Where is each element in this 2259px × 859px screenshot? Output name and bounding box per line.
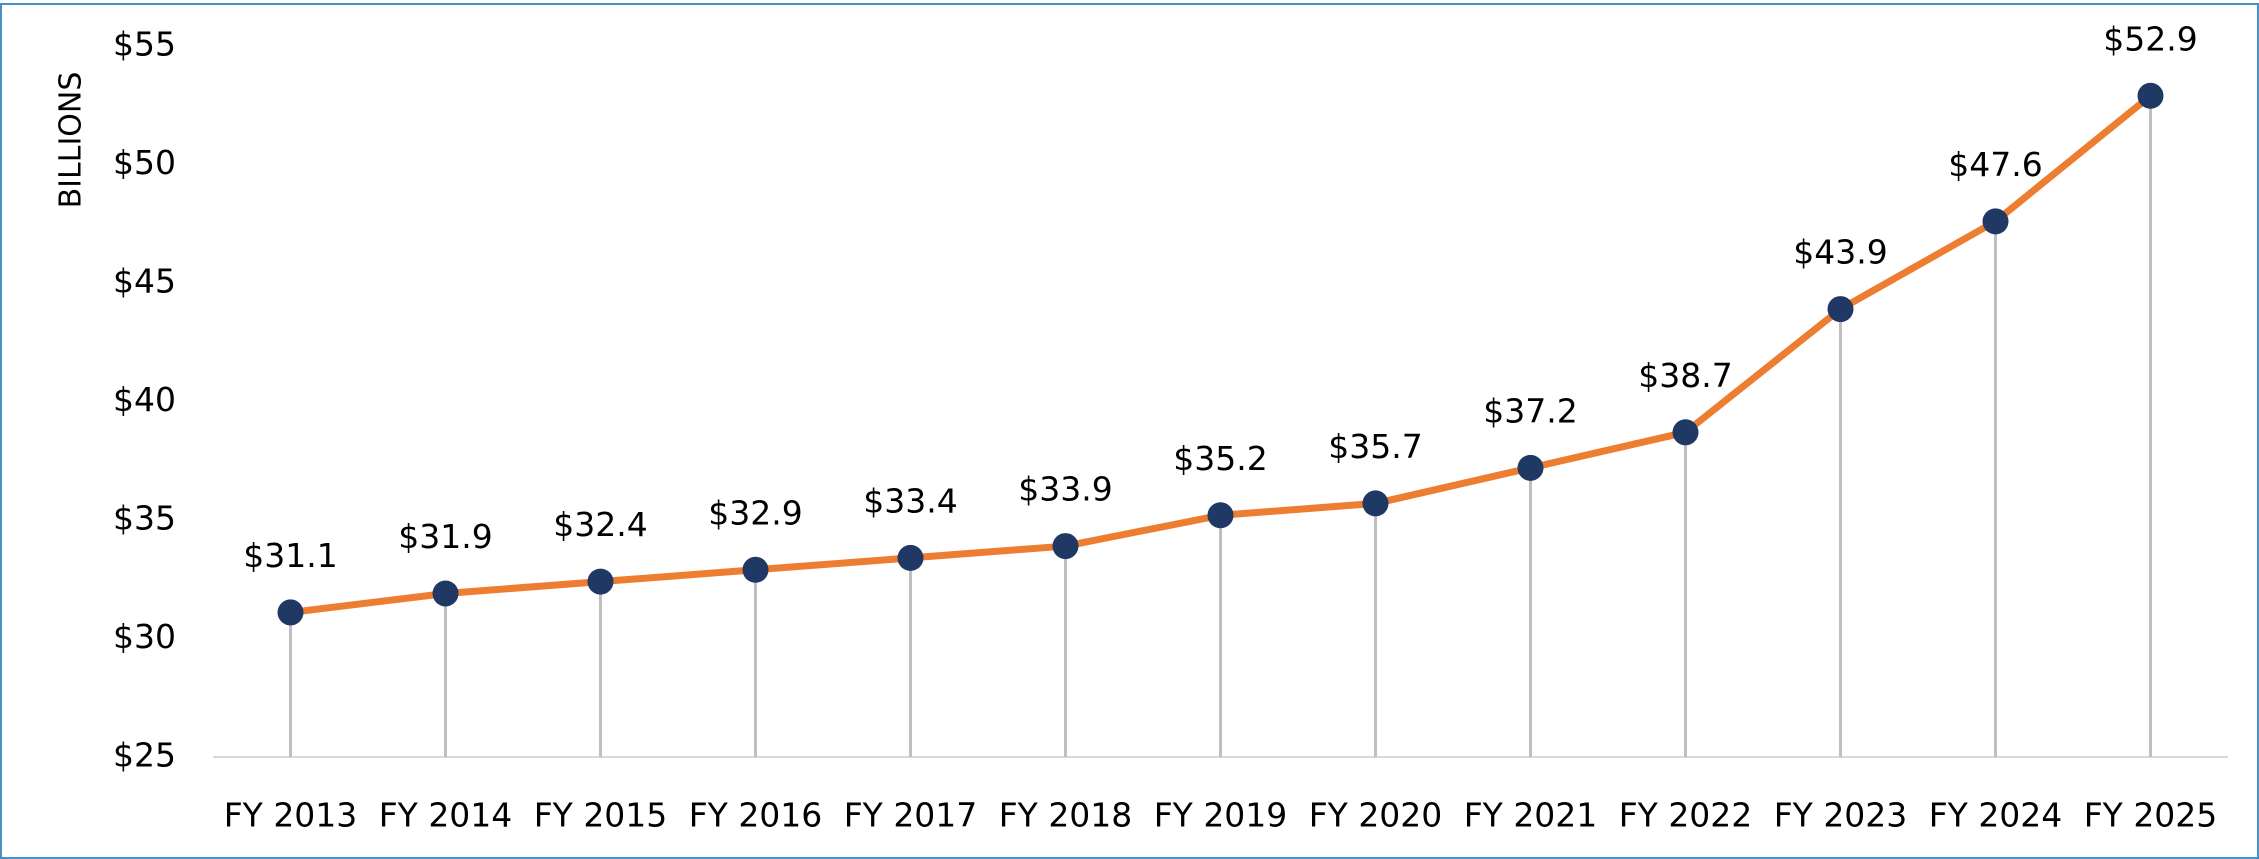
x-tick-label: FY 2023 bbox=[1774, 796, 1908, 835]
data-label: $32.9 bbox=[708, 493, 802, 532]
x-tick-label: FY 2014 bbox=[379, 796, 513, 835]
y-tick-label: $40 bbox=[113, 380, 176, 419]
data-label: $31.1 bbox=[243, 536, 337, 575]
data-label: $43.9 bbox=[1793, 233, 1887, 272]
data-label: $33.4 bbox=[863, 481, 957, 520]
data-label: $33.9 bbox=[1018, 470, 1112, 509]
marker bbox=[1052, 533, 1079, 560]
marker bbox=[897, 544, 924, 571]
data-label: $38.7 bbox=[1638, 356, 1732, 395]
data-label: $47.6 bbox=[1948, 145, 2042, 184]
marker bbox=[1982, 208, 2009, 235]
marker bbox=[1362, 490, 1389, 517]
x-tick-label: FY 2017 bbox=[844, 796, 978, 835]
marker bbox=[432, 580, 459, 607]
marker bbox=[277, 599, 304, 626]
y-tick-label: $50 bbox=[113, 143, 176, 182]
data-label: $35.7 bbox=[1328, 427, 1422, 466]
x-tick-label: FY 2015 bbox=[534, 796, 668, 835]
chart-frame bbox=[0, 3, 2259, 859]
x-tick-label: FY 2021 bbox=[1464, 796, 1598, 835]
x-tick-label: FY 2024 bbox=[1929, 796, 2063, 835]
marker bbox=[587, 568, 614, 595]
y-tick-label: $35 bbox=[113, 499, 176, 538]
x-tick-label: FY 2013 bbox=[224, 796, 358, 835]
marker bbox=[1827, 296, 1854, 323]
data-label: $35.2 bbox=[1173, 439, 1267, 478]
data-label: $37.2 bbox=[1483, 391, 1577, 430]
data-label: $31.9 bbox=[398, 517, 492, 556]
marker bbox=[742, 556, 769, 583]
y-axis-label: BILLIONS bbox=[54, 72, 89, 209]
marker bbox=[1672, 419, 1699, 446]
x-tick-label: FY 2022 bbox=[1619, 796, 1753, 835]
x-tick-label: FY 2019 bbox=[1154, 796, 1288, 835]
x-tick-label: FY 2016 bbox=[689, 796, 823, 835]
data-label: $52.9 bbox=[2103, 19, 2197, 58]
x-tick-label: FY 2018 bbox=[999, 796, 1133, 835]
marker bbox=[1517, 454, 1544, 481]
marker bbox=[1207, 502, 1234, 529]
y-tick-label: $25 bbox=[113, 736, 176, 775]
y-tick-label: $30 bbox=[113, 617, 176, 656]
x-tick-label: FY 2020 bbox=[1309, 796, 1443, 835]
data-label: $32.4 bbox=[553, 505, 647, 544]
y-tick-label: $45 bbox=[113, 262, 176, 301]
x-tick-label: FY 2025 bbox=[2084, 796, 2218, 835]
marker bbox=[2137, 82, 2164, 109]
y-tick-label: $55 bbox=[113, 25, 176, 64]
